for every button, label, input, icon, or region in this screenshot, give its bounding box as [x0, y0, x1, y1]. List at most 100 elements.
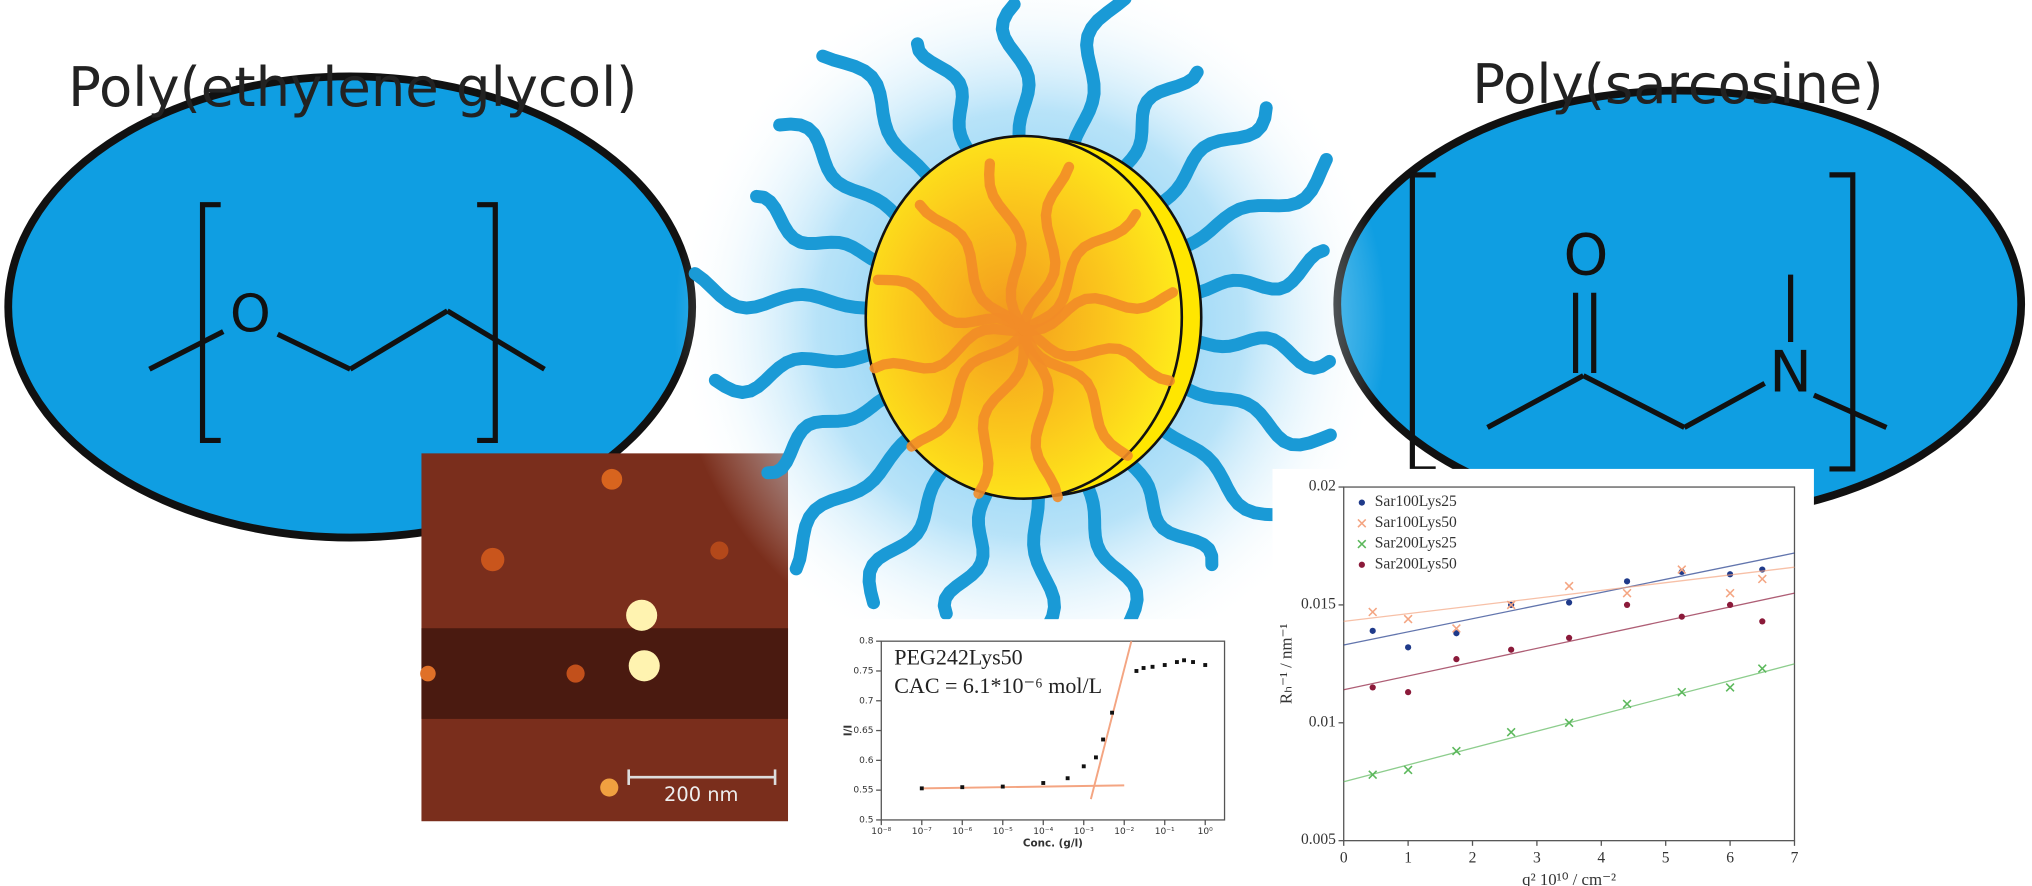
corona-chain [789, 425, 923, 576]
corona-chain [862, 453, 958, 610]
bracket [199, 202, 221, 443]
x-tick-label: 0 [1340, 849, 1348, 866]
y-tick-label: 0.75 [853, 666, 873, 676]
corona-chain [708, 346, 882, 399]
annotation: CAC = 6.1*10⁻⁶ mol/L [894, 673, 1102, 698]
bond [148, 329, 225, 372]
data-point [1405, 689, 1412, 696]
y-tick-label: 0.6 [859, 756, 874, 766]
core-chain [869, 323, 1029, 374]
micelle [674, 0, 1387, 680]
bracket [1829, 172, 1856, 472]
data-point [1565, 634, 1573, 642]
y-axis-label: Rₕ⁻¹ / nm⁻¹ [1277, 624, 1296, 704]
data-point [1453, 656, 1460, 663]
afm-spot [600, 778, 619, 797]
afm-spot [481, 547, 505, 572]
x-tick-label: 7 [1791, 849, 1799, 866]
data-point [1203, 663, 1208, 667]
x-tick-label: 4 [1597, 849, 1605, 866]
y-tick-label: 0.02 [1309, 478, 1336, 495]
x-tick-label: 10⁻⁸ [871, 827, 891, 837]
afm-spot [566, 664, 585, 683]
data-point [1174, 660, 1179, 664]
corona-chain [1169, 376, 1337, 452]
data-point [1065, 776, 1070, 781]
corona-chain [1164, 152, 1333, 259]
y-tick-label: 0.01 [1309, 713, 1336, 730]
data-point [1000, 784, 1005, 789]
bond [1582, 373, 1686, 430]
peg-title: Poly(ethylene glycol) [68, 56, 637, 119]
data-point [1451, 746, 1461, 756]
scale-bar-label: 200 nm [664, 783, 738, 806]
x-tick-label: 3 [1533, 849, 1541, 866]
data-point [1623, 578, 1631, 585]
data-point [1757, 574, 1767, 584]
core-chain [973, 325, 1029, 499]
core-chain [983, 158, 1029, 336]
y-axis-label: I/I [843, 725, 855, 736]
corona-chain [816, 49, 946, 202]
data-point [1759, 618, 1766, 625]
fit-line [1343, 566, 1795, 623]
atom-label: O [1564, 223, 1609, 289]
fit-line [1089, 640, 1133, 800]
afm-spot [420, 665, 436, 682]
legend-label: Sar100Lys25 [1375, 493, 1457, 510]
x-tick-label: 2 [1469, 849, 1477, 866]
data-point [1141, 666, 1146, 670]
corona-chain [688, 267, 880, 315]
core-chain [906, 325, 1029, 452]
chart: 10⁻⁸ 10⁻⁷ 10⁻⁶ 10⁻⁵ 10⁻⁴ 10⁻³ 10⁻² 10⁻¹ 10⁰ 0.5 0.… [839, 619, 1244, 886]
core-chain [1018, 325, 1063, 503]
corona-chain [750, 189, 891, 272]
bond [348, 308, 449, 372]
afm-spot [601, 468, 623, 490]
x-tick-label: 10⁻¹ [1155, 827, 1175, 837]
data-point [1622, 588, 1632, 598]
y-tick-label: 0.7 [859, 696, 873, 706]
core-chain [1018, 325, 1175, 387]
psar-ellipse [1333, 86, 2026, 523]
data-point [1041, 781, 1046, 785]
data-point [1369, 627, 1376, 634]
x-tick-label: 5 [1662, 849, 1670, 866]
data-point [1162, 663, 1167, 667]
y-tick-label: 0.55 [853, 786, 873, 796]
x-tick-label: 10⁻⁷ [912, 827, 932, 837]
data-point [1725, 588, 1735, 598]
y-tick-label: 0.8 [859, 637, 874, 647]
x-axis-label: q² 10¹⁰ / cm⁻² [1522, 870, 1616, 886]
fit-line [1343, 552, 1795, 646]
data-point [1403, 765, 1413, 775]
data-point [1368, 770, 1378, 780]
data-point [1678, 613, 1685, 620]
corona-chain [761, 388, 897, 480]
data-point [1757, 664, 1767, 674]
core-chain [1018, 208, 1142, 336]
afm-band [421, 628, 789, 719]
afm-image: 200 nm [420, 453, 789, 822]
core-chain [872, 274, 1029, 336]
core-chain [914, 199, 1029, 336]
data-point [1506, 600, 1516, 610]
chart-background [1272, 468, 1814, 886]
fit-line [921, 784, 1125, 790]
legend-label: Sar200Lys50 [1375, 555, 1457, 572]
annotation: PEG242Lys50 [894, 644, 1022, 669]
corona-chain [1178, 244, 1330, 302]
data-point [1726, 571, 1734, 578]
afm-spot [628, 650, 660, 682]
data-point [1150, 664, 1155, 669]
y-tick-label: 0.5 [859, 815, 873, 825]
corona-chain [1074, 466, 1144, 636]
afm-spot [626, 599, 658, 631]
data-point [1093, 755, 1098, 760]
data-point [1725, 682, 1735, 692]
data-point [1506, 727, 1516, 737]
data-point [1508, 646, 1515, 653]
atom-label: N [1769, 339, 1812, 405]
